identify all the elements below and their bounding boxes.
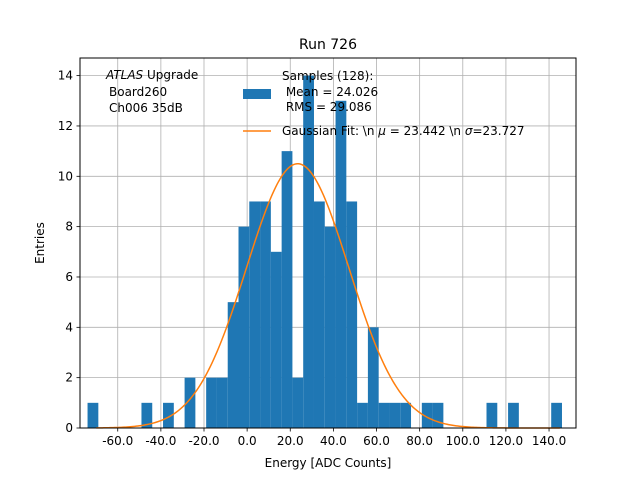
x-tick-label: 100.0 [446,434,480,448]
x-axis-label: Energy [ADC Counts] [265,456,392,470]
histogram-bar [367,327,379,428]
histogram-bar [313,201,325,428]
histogram-bar [141,402,153,428]
legend-hist-swatch [243,89,271,99]
x-tick-label: -40.0 [145,434,176,448]
x-tick-label: 80.0 [406,434,433,448]
legend-fit-label: Gaussian Fit: \n μ = 23.442 \n σ=23.727 [282,124,525,138]
legend-hist-label-1: Samples (128): [282,69,373,83]
x-tick-label: 20.0 [277,434,304,448]
y-tick-label: 12 [58,119,73,133]
histogram-bar [357,402,368,428]
histogram-bar [508,402,519,428]
histogram-bar [249,201,261,428]
histogram-bar [281,151,293,428]
y-tick-label: 4 [65,320,73,334]
histogram-bar [400,402,412,428]
histogram-bar [421,402,433,428]
y-tick-label: 8 [65,220,73,234]
histogram-bar [346,201,358,428]
histogram-bar [87,402,99,428]
histogram-bar [303,75,314,428]
histogram-bar [486,402,498,428]
histogram-bar [184,377,196,428]
y-axis-ticks: 0 2 4 6 8 10 12 14 [58,69,80,435]
x-tick-label: 40.0 [320,434,347,448]
histogram-bar [324,226,336,428]
histogram-bar [389,402,401,428]
atlas-label: ATLAS [105,68,144,82]
x-tick-label: 140.0 [532,434,566,448]
histogram-bar [432,402,444,428]
plot-frame [79,57,577,429]
histogram-bar [335,100,347,428]
annotation-line-3: Ch006 35dB [109,101,183,115]
legend: Samples (128): Mean = 24.026 RMS = 29.08… [243,69,525,138]
y-tick-label: 2 [65,371,73,385]
histogram-bar [270,251,282,428]
x-tick-label: 0.0 [238,434,257,448]
histogram-bars [87,75,562,428]
y-tick-label: 14 [58,69,73,83]
x-axis-ticks: -60.0 -40.0 -20.0 0.0 20.0 40.0 60.0 80.0 100.0 1… [102,428,566,448]
histogram-bar [163,402,174,428]
annotation-line-2: Board260 [109,85,167,99]
y-axis-label: Entries [33,222,47,264]
y-tick-label: 0 [65,421,73,435]
x-tick-label: -20.0 [188,434,219,448]
legend-hist-label-3: RMS = 29.086 [282,100,372,114]
histogram-bar [551,402,562,428]
x-tick-label: 60.0 [363,434,390,448]
histogram-bar [260,201,271,428]
histogram-bar [206,377,217,428]
histogram-bar [292,377,304,428]
upgrade-label: Upgrade [143,68,198,82]
x-tick-label: 120.0 [489,434,523,448]
histogram-bar [216,377,228,428]
y-tick-label: 10 [58,169,73,183]
y-tick-label: 6 [65,270,73,284]
x-tick-label: -60.0 [102,434,133,448]
histogram-bar [238,226,250,428]
annotation-line-1: ATLAS Upgrade [105,68,198,82]
atlas-annotation: ATLAS Upgrade Board260 Ch006 35dB [105,68,198,115]
histogram-bar [227,302,239,428]
legend-hist-label-2: Mean = 24.026 [282,85,378,99]
histogram-bar [378,402,390,428]
chart-title: Run 726 [299,37,357,53]
